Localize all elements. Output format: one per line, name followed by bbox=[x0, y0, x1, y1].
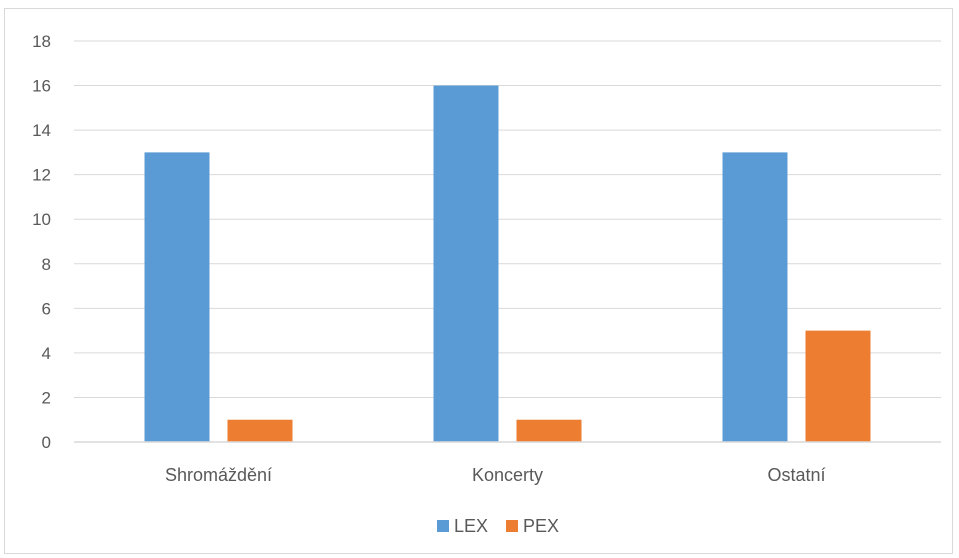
category-label-0: Shromáždění bbox=[165, 465, 272, 485]
y-tick-label-12: 12 bbox=[32, 166, 51, 185]
y-tick-label-2: 2 bbox=[42, 388, 51, 407]
legend-label-pex: PEX bbox=[523, 516, 559, 536]
bars bbox=[144, 85, 871, 443]
legend: LEX PEX bbox=[437, 516, 559, 536]
legend-label-lex: LEX bbox=[454, 516, 488, 536]
y-tick-label-6: 6 bbox=[42, 299, 51, 318]
y-axis-ticks: 0 2 4 6 8 10 12 14 16 18 bbox=[32, 32, 51, 452]
y-tick-label-16: 16 bbox=[32, 77, 51, 96]
legend-swatch-lex bbox=[437, 520, 449, 532]
bar-lex-2 bbox=[722, 152, 788, 442]
bar-pex-0 bbox=[227, 419, 293, 442]
bar-pex-2 bbox=[805, 330, 871, 442]
y-tick-label-18: 18 bbox=[32, 32, 51, 51]
category-labels: Shromáždění Koncerty Ostatní bbox=[165, 465, 826, 485]
category-label-2: Ostatní bbox=[767, 465, 825, 485]
gridlines bbox=[74, 40, 941, 398]
category-label-1: Koncerty bbox=[472, 465, 543, 485]
bar-lex-0 bbox=[144, 152, 210, 442]
y-tick-label-14: 14 bbox=[32, 121, 51, 140]
bar-pex-1 bbox=[516, 419, 582, 442]
y-tick-label-4: 4 bbox=[42, 344, 51, 363]
legend-swatch-pex bbox=[506, 520, 518, 532]
bar-lex-1 bbox=[433, 85, 499, 443]
y-tick-label-0: 0 bbox=[42, 433, 51, 452]
y-tick-label-10: 10 bbox=[32, 210, 51, 229]
y-tick-label-8: 8 bbox=[42, 255, 51, 274]
